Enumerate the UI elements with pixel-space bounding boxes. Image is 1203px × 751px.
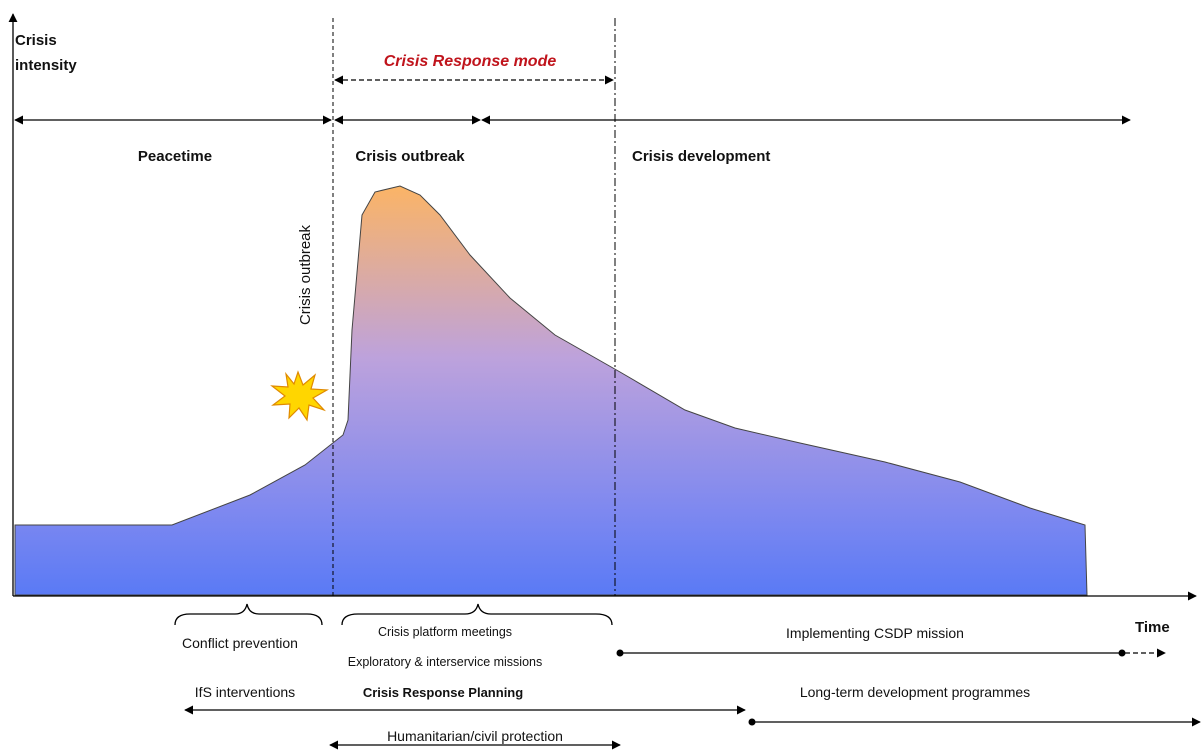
event-label: Crisis outbreak [297, 224, 314, 325]
dot [616, 649, 624, 657]
explosion [270, 370, 330, 422]
x-axis-label: Time [1135, 619, 1170, 636]
y-axis-label: intensity [15, 57, 77, 74]
activity-label: Conflict prevention [182, 635, 298, 651]
activity-label: IfS interventions [195, 684, 295, 700]
phase-label: Crisis development [632, 148, 770, 165]
activity-label: Long-term development programmes [800, 684, 1030, 700]
mode-label: Crisis Response mode [384, 53, 557, 70]
activity-label: Implementing CSDP mission [786, 625, 964, 641]
dot [1118, 649, 1126, 657]
y-axis-label: Crisis [15, 32, 57, 49]
crisis-curve [14, 185, 1088, 596]
phase-label: Crisis outbreak [355, 148, 465, 165]
dot [748, 718, 756, 726]
activity-label: Exploratory & interservice missions [348, 655, 543, 669]
activity-label: Humanitarian/civil protection [387, 728, 563, 744]
activity-label: Crisis platform meetings [378, 625, 512, 639]
brace [341, 603, 613, 626]
activity-label: Crisis Response Planning [363, 685, 523, 700]
brace [174, 603, 323, 626]
phase-label: Peacetime [138, 148, 212, 165]
